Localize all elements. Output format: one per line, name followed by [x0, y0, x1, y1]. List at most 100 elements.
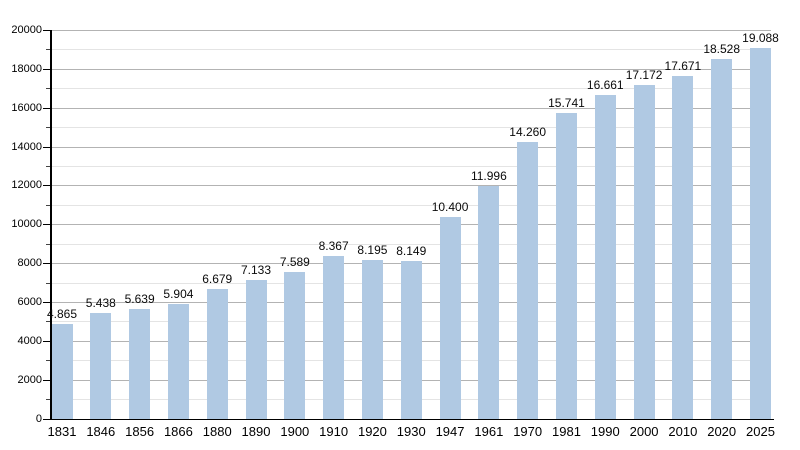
- y-minor-tick: [46, 204, 50, 206]
- bar-value-label: 8.149: [396, 243, 427, 258]
- bar: [323, 256, 345, 419]
- bar: [90, 313, 112, 419]
- bar: [517, 141, 539, 419]
- major-gridline: [51, 224, 771, 226]
- major-gridline: [51, 185, 771, 187]
- bar: [167, 304, 189, 419]
- x-axis-tick-label: 1900: [280, 424, 310, 439]
- x-axis-tick-label: 1880: [202, 424, 232, 439]
- x-axis-tick-label: 2000: [629, 424, 659, 439]
- x-axis-tick-label: 1930: [396, 424, 426, 439]
- y-minor-tick: [46, 127, 50, 129]
- bar-value-label: 7.589: [279, 254, 310, 269]
- bar-value-label: 8.367: [318, 239, 349, 254]
- y-axis-tick-label: 10000: [11, 218, 42, 231]
- x-axis-tick-label: 1961: [474, 424, 504, 439]
- y-major-tick: [43, 301, 50, 303]
- y-axis-tick-label: 4000: [17, 334, 42, 347]
- bar-value-label: 7.133: [241, 263, 272, 278]
- y-axis-tick-label: 8000: [17, 257, 42, 270]
- x-axis-tick-label: 1981: [552, 424, 581, 439]
- y-axis-line: [50, 29, 52, 420]
- bar-value-label: 6.679: [202, 272, 233, 287]
- minor-gridline: [51, 88, 771, 90]
- bar: [594, 95, 616, 419]
- minor-gridline: [51, 204, 771, 206]
- x-axis-tick-label: 2020: [707, 424, 737, 439]
- minor-gridline: [51, 49, 771, 51]
- bar-value-label: 11.996: [470, 168, 507, 183]
- x-axis-line: [50, 418, 774, 421]
- x-axis-tick-label: 1831: [47, 424, 77, 439]
- y-axis-tick-label: 20000: [11, 24, 42, 36]
- bar: [400, 260, 422, 419]
- bar-value-label: 4.865: [46, 307, 78, 322]
- y-axis-tick-label: 2000: [17, 373, 42, 386]
- bar-value-label: 5.438: [85, 296, 116, 311]
- bar: [129, 309, 151, 419]
- bar: [633, 85, 655, 419]
- minor-gridline: [51, 165, 771, 167]
- x-axis-tick-label: 1910: [319, 424, 349, 439]
- y-major-tick: [43, 68, 50, 70]
- x-axis-tick-label: 1890: [241, 424, 271, 439]
- y-major-tick: [43, 224, 50, 226]
- y-major-tick: [43, 146, 50, 148]
- y-major-tick: [43, 418, 50, 420]
- x-axis-tick-label: 1970: [513, 424, 543, 439]
- x-axis-tick-label: 1866: [163, 424, 193, 439]
- x-axis-tick-label: 2010: [668, 424, 698, 439]
- bar-value-label: 16.661: [586, 78, 624, 93]
- y-minor-tick: [46, 243, 50, 245]
- y-minor-tick: [46, 49, 50, 51]
- y-major-tick: [43, 185, 50, 187]
- y-minor-tick: [46, 282, 50, 284]
- x-axis-tick-label: 1846: [86, 424, 116, 439]
- y-major-tick: [43, 107, 50, 109]
- bar-value-label: 8.195: [357, 242, 388, 257]
- y-major-tick: [43, 263, 50, 265]
- bar: [555, 113, 577, 419]
- bar: [245, 280, 267, 419]
- y-minor-tick: [46, 165, 50, 167]
- bar: [284, 271, 306, 419]
- x-axis-tick-label: 1947: [435, 424, 465, 439]
- y-minor-tick: [46, 360, 50, 362]
- y-axis-tick-label: 14000: [11, 140, 42, 153]
- bar: [711, 59, 733, 419]
- y-axis-tick-label: 18000: [11, 62, 42, 75]
- y-axis-tick-label: 0: [35, 412, 42, 425]
- bar-value-label: 18.528: [703, 42, 741, 57]
- bar: [51, 324, 73, 419]
- bar-value-label: 15.741: [548, 96, 585, 111]
- x-axis-tick-label: 1990: [590, 424, 620, 439]
- bar: [478, 185, 500, 419]
- minor-gridline: [51, 127, 771, 129]
- major-gridline: [51, 146, 771, 148]
- major-gridline: [51, 107, 771, 109]
- y-minor-tick: [46, 88, 50, 90]
- y-minor-tick: [46, 321, 50, 323]
- x-axis-tick-label: 2025: [746, 424, 775, 439]
- y-axis-tick-label: 6000: [17, 295, 42, 308]
- bar-value-label: 10.400: [431, 199, 469, 214]
- y-major-tick: [43, 379, 50, 381]
- y-major-tick: [43, 340, 50, 342]
- y-axis-tick-label: 12000: [11, 179, 42, 192]
- y-minor-tick: [46, 399, 50, 401]
- y-axis-tick-label: 16000: [11, 101, 42, 114]
- bar-value-label: 5.904: [163, 287, 194, 302]
- y-major-tick: [43, 30, 50, 31]
- bar-value-label: 17.671: [664, 58, 702, 73]
- bar-value-label: 5.639: [124, 292, 155, 307]
- bar: [361, 259, 383, 419]
- major-gridline: [51, 68, 771, 70]
- bar-value-label: 14.260: [509, 124, 546, 139]
- bar-value-label: 19.088: [742, 31, 779, 46]
- major-gridline: [51, 30, 771, 31]
- bar: [439, 216, 461, 419]
- bar: [672, 75, 694, 419]
- bar: [750, 48, 771, 419]
- minor-gridline: [51, 243, 771, 245]
